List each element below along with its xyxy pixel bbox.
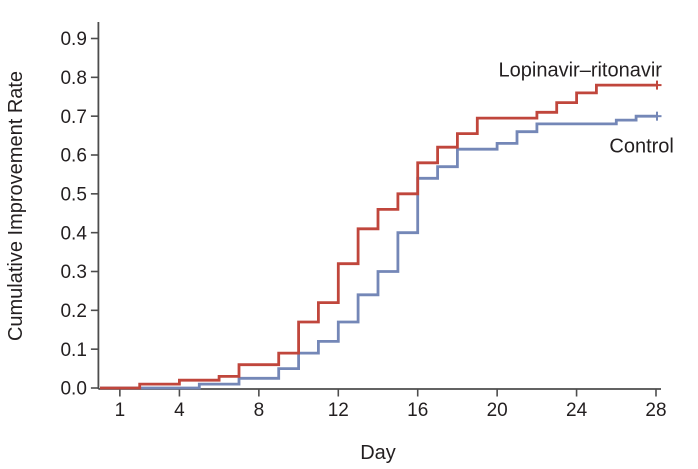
censor-mark-lopinavir-ritonavir [652, 80, 662, 90]
y-tick-label: 0.7 [60, 107, 86, 128]
y-axis-ticks: 0.0 0.1 0.2 0.3 0.4 0.5 0.6 0.7 0.8 0.9 [60, 29, 99, 400]
x-tick-label: 8 [254, 400, 265, 421]
series-line-lopinavir-ritonavir [100, 83, 656, 390]
y-tick-label: 0.6 [60, 146, 86, 167]
series-label-control: Control [609, 135, 673, 157]
y-axis-title: Cumulative Improvement Rate [5, 71, 27, 341]
y-tick-label: 0.3 [60, 262, 86, 283]
y-tick-label: 0.5 [60, 184, 86, 205]
x-tick-label: 24 [566, 400, 588, 421]
x-tick-label: 4 [174, 400, 185, 421]
x-axis-ticks: 1 4 8 12 16 20 24 28 [115, 389, 667, 421]
y-tick-label: 0.0 [60, 379, 86, 400]
x-tick-label: 20 [487, 400, 508, 421]
series-control [100, 111, 662, 390]
x-tick-label: 16 [407, 400, 428, 421]
x-tick-label: 1 [115, 400, 126, 421]
x-tick-label: 28 [645, 400, 666, 421]
series-lopinavir-ritonavir [100, 80, 662, 390]
censor-mark-control [652, 111, 662, 121]
y-tick-label: 0.8 [60, 68, 86, 89]
series-label-lopinavir-ritonavir: Lopinavir–ritonavir [499, 60, 663, 82]
x-tick-label: 12 [328, 400, 349, 421]
x-axis-title: Day [360, 442, 396, 464]
y-tick-label: 0.9 [60, 29, 86, 50]
series-line-control [100, 114, 656, 390]
y-tick-label: 0.2 [60, 301, 86, 322]
y-tick-label: 0.1 [60, 340, 86, 361]
y-tick-label: 0.4 [60, 223, 87, 244]
